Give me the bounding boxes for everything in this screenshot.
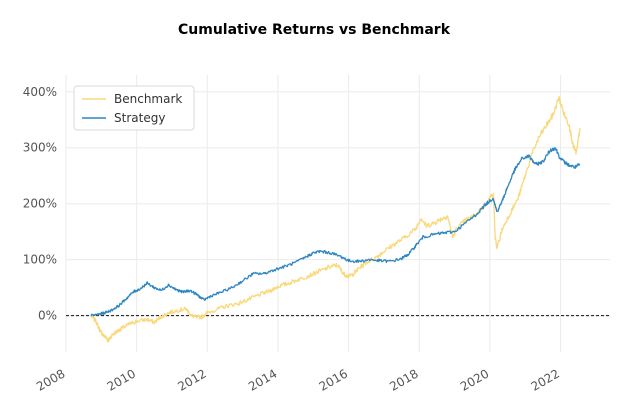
axis-layer: 0% 100% 200% 300% 400% 2008 2010 2012 2014 2016 20…: [23, 85, 562, 394]
series-line-benchmark: [90, 96, 581, 343]
y-tick-label: 100%: [23, 253, 57, 267]
grid-layer: [65, 75, 610, 352]
legend-label-strategy: Strategy: [114, 111, 165, 125]
x-tick-label: 2012: [175, 366, 208, 393]
series-line-strategy: [90, 147, 581, 317]
x-tick-label: 2018: [387, 366, 420, 393]
legend-box: [73, 85, 195, 131]
y-tick-label: 200%: [23, 197, 57, 211]
x-tick-label: 2010: [105, 366, 138, 393]
y-tick-label: 400%: [23, 85, 57, 99]
legend-label-benchmark: Benchmark: [114, 92, 182, 106]
chart-title: Cumulative Returns vs Benchmark: [178, 22, 451, 38]
legend: Benchmark Strategy: [73, 85, 195, 131]
y-tick-label: 0%: [38, 309, 57, 323]
x-tick-label: 2020: [458, 366, 491, 393]
x-tick-label: 2008: [34, 366, 67, 393]
x-tick-label: 2014: [246, 366, 279, 393]
series-layer: [90, 96, 581, 343]
x-tick-label: 2016: [317, 366, 350, 393]
x-tick-label: 2022: [529, 366, 562, 393]
y-tick-label: 300%: [23, 141, 57, 155]
